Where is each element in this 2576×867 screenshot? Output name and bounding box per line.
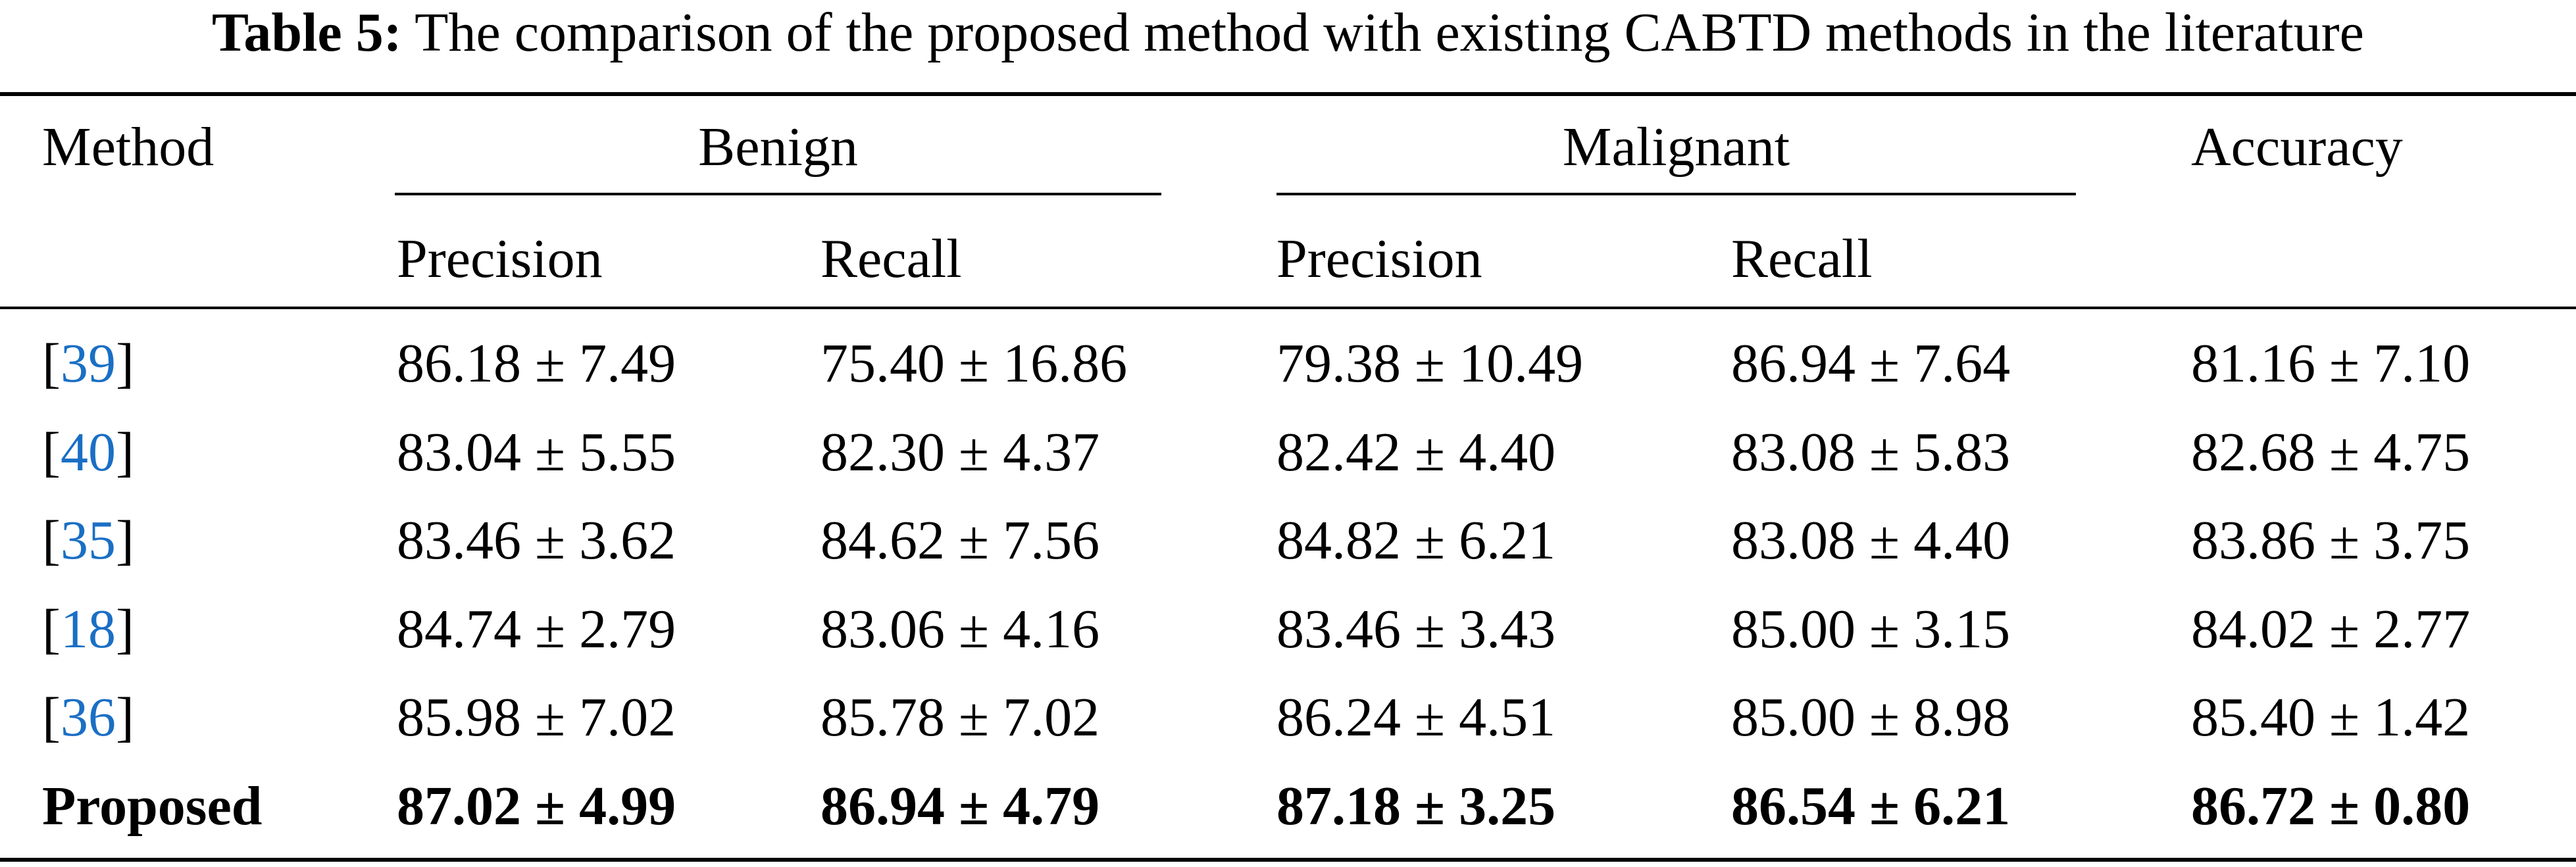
method-reference: [35] — [42, 508, 134, 574]
header-rule — [0, 307, 2576, 309]
malignant-group-rule — [1276, 193, 2076, 195]
method-reference: [39] — [42, 331, 134, 397]
reference-link[interactable]: 35 — [60, 510, 116, 571]
header-benign-precision: Precision — [397, 228, 603, 289]
reference-close-bracket: ] — [115, 687, 134, 748]
accuracy-cell: 85.40 ± 1.42 — [2191, 687, 2471, 748]
reference-link[interactable]: 40 — [60, 422, 116, 483]
reference-open-bracket: [ — [42, 422, 61, 483]
accuracy-cell: 81.16 ± 7.10 — [2191, 333, 2471, 394]
reference-open-bracket: [ — [42, 599, 61, 660]
malignant-recall-cell: 85.00 ± 3.15 — [1731, 599, 2011, 660]
top-rule — [0, 92, 2576, 96]
malignant-precision-cell: 82.42 ± 4.40 — [1276, 422, 1556, 483]
accuracy-cell: 86.72 ± 0.80 — [2191, 776, 2471, 837]
header-malignant-recall: Recall — [1731, 228, 1873, 289]
reference-close-bracket: ] — [115, 510, 134, 571]
benign-recall-cell: 86.94 ± 4.79 — [821, 776, 1100, 837]
reference-link[interactable]: 36 — [60, 687, 116, 748]
benign-precision-cell: 85.98 ± 7.02 — [397, 687, 676, 748]
benign-recall-cell: 75.40 ± 16.86 — [821, 333, 1128, 394]
malignant-precision-cell: 86.24 ± 4.51 — [1276, 687, 1556, 748]
proposed-method-label: Proposed — [42, 776, 263, 837]
malignant-recall-cell: 83.08 ± 5.83 — [1731, 422, 2011, 483]
malignant-recall-cell: 86.54 ± 6.21 — [1731, 776, 2011, 837]
table-caption: Table 5: The comparison of the proposed … — [0, 0, 2576, 66]
malignant-precision-cell: 84.82 ± 6.21 — [1276, 510, 1556, 571]
accuracy-cell: 83.86 ± 3.75 — [2191, 510, 2471, 571]
caption-label: Table 5: — [212, 2, 402, 63]
reference-open-bracket: [ — [42, 333, 61, 394]
caption-text: The comparison of the proposed method wi… — [415, 2, 2364, 63]
reference-link[interactable]: 39 — [60, 333, 116, 394]
benign-recall-cell: 85.78 ± 7.02 — [821, 687, 1100, 748]
benign-precision-cell: 84.74 ± 2.79 — [397, 599, 676, 660]
malignant-precision-cell: 87.18 ± 3.25 — [1276, 776, 1556, 837]
benign-recall-cell: 84.62 ± 7.56 — [821, 510, 1100, 571]
header-malignant: Malignant — [1562, 116, 1790, 178]
reference-close-bracket: ] — [115, 599, 134, 660]
malignant-precision-cell: 79.38 ± 10.49 — [1276, 333, 1584, 394]
method-reference: [40] — [42, 420, 134, 485]
benign-precision-cell: 83.04 ± 5.55 — [397, 422, 676, 483]
reference-link[interactable]: 18 — [60, 599, 116, 660]
benign-precision-cell: 83.46 ± 3.62 — [397, 510, 676, 571]
benign-recall-cell: 83.06 ± 4.16 — [821, 599, 1100, 660]
method-reference: [36] — [42, 685, 134, 751]
malignant-precision-cell: 83.46 ± 3.43 — [1276, 599, 1556, 660]
method-reference: [18] — [42, 597, 134, 662]
header-benign: Benign — [698, 116, 858, 178]
accuracy-cell: 82.68 ± 4.75 — [2191, 422, 2471, 483]
reference-close-bracket: ] — [115, 422, 134, 483]
header-accuracy: Accuracy — [2191, 116, 2403, 178]
benign-precision-cell: 87.02 ± 4.99 — [397, 776, 676, 837]
reference-open-bracket: [ — [42, 510, 61, 571]
malignant-recall-cell: 85.00 ± 8.98 — [1731, 687, 2011, 748]
accuracy-cell: 84.02 ± 2.77 — [2191, 599, 2471, 660]
benign-precision-cell: 86.18 ± 7.49 — [397, 333, 676, 394]
header-method: Method — [42, 116, 215, 178]
malignant-recall-cell: 86.94 ± 7.64 — [1731, 333, 2011, 394]
header-benign-recall: Recall — [821, 228, 962, 289]
benign-group-rule — [395, 193, 1161, 195]
header-malignant-precision: Precision — [1276, 228, 1482, 289]
reference-open-bracket: [ — [42, 687, 61, 748]
benign-recall-cell: 82.30 ± 4.37 — [821, 422, 1100, 483]
bottom-rule — [0, 858, 2576, 862]
reference-close-bracket: ] — [115, 333, 134, 394]
malignant-recall-cell: 83.08 ± 4.40 — [1731, 510, 2011, 571]
